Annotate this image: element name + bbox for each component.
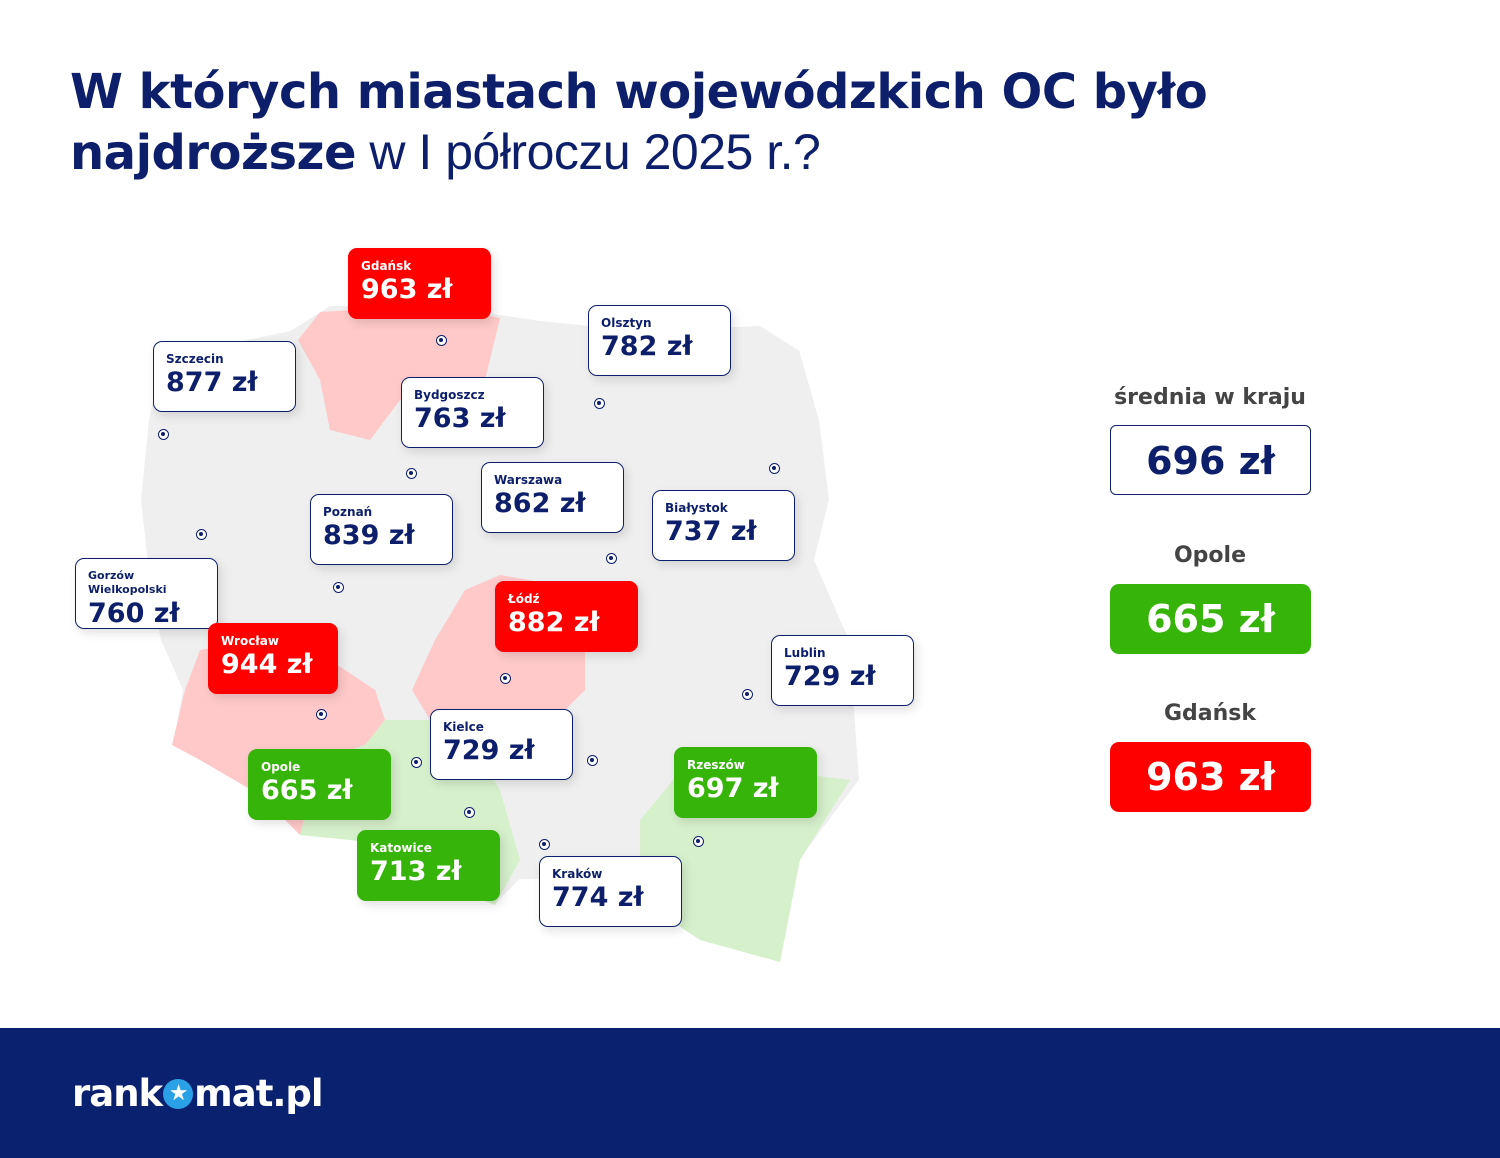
- city-name: Białystok: [665, 501, 728, 515]
- location-dot-icon: [606, 553, 617, 564]
- location-dot-icon: [769, 463, 780, 474]
- city-price: 729 zł: [784, 661, 876, 692]
- city-name: Bydgoszcz: [414, 388, 485, 402]
- city-price: 944 zł: [221, 649, 313, 680]
- city-name: Szczecin: [166, 352, 224, 366]
- city-name: Gdańsk: [361, 259, 412, 273]
- callout-bialystok: Białystok 737 zł: [652, 490, 795, 561]
- city-name: Lublin: [784, 646, 826, 660]
- callout-lublin: Lublin 729 zł: [771, 635, 914, 706]
- location-dot-icon: [464, 807, 475, 818]
- callout-katowice: Katowice 713 zł: [357, 830, 500, 901]
- callout-kielce: Kielce 729 zł: [430, 709, 573, 780]
- location-dot-icon: [406, 468, 417, 479]
- city-name: Opole: [261, 760, 301, 774]
- callout-opole: Opole 665 zł: [248, 749, 391, 820]
- callout-wroclaw: Wrocław 944 zł: [208, 623, 338, 694]
- city-price: 713 zł: [370, 856, 462, 887]
- city-price: 877 zł: [166, 367, 258, 398]
- city-name: Olsztyn: [601, 316, 652, 330]
- callout-olsztyn: Olsztyn 782 zł: [588, 305, 731, 376]
- city-name: Kielce: [443, 720, 484, 734]
- callout-rzeszow: Rzeszów 697 zł: [674, 747, 817, 818]
- average-value: 696 zł: [1110, 425, 1311, 495]
- city-price: 737 zł: [665, 516, 757, 547]
- location-dot-icon: [436, 335, 447, 346]
- city-price: 729 zł: [443, 735, 535, 766]
- location-dot-icon: [500, 673, 511, 684]
- city-name: Kraków: [552, 867, 603, 881]
- callout-gdansk: Gdańsk 963 zł: [348, 248, 491, 319]
- city-name: Warszawa: [494, 473, 563, 487]
- logo-text-left: rank: [72, 1072, 163, 1115]
- location-dot-icon: [693, 836, 704, 847]
- callout-bydgoszcz: Bydgoszcz 763 zł: [401, 377, 544, 448]
- callout-lodz: Łódź 882 zł: [495, 581, 638, 652]
- callout-warszawa: Warszawa 862 zł: [481, 462, 624, 533]
- callout-gorzow: Gorzów Wielkopolski 760 zł: [75, 558, 218, 629]
- city-price: 839 zł: [323, 520, 415, 551]
- location-dot-icon: [158, 429, 169, 440]
- city-name: Katowice: [370, 841, 432, 855]
- location-dot-icon: [539, 839, 550, 850]
- city-price: 763 zł: [414, 403, 506, 434]
- logo-text-right: mat.pl: [194, 1072, 323, 1115]
- city-price: 774 zł: [552, 882, 644, 913]
- lowest-value: 665 zł: [1110, 584, 1311, 654]
- region-pomorskie: [298, 305, 500, 440]
- callout-krakow: Kraków 774 zł: [539, 856, 682, 927]
- callout-szczecin: Szczecin 877 zł: [153, 341, 296, 412]
- title-bold: najdroższe: [70, 125, 357, 181]
- city-name: Gorzów Wielkopolski: [88, 569, 167, 596]
- city-price: 665 zł: [261, 775, 353, 806]
- location-dot-icon: [316, 709, 327, 720]
- highest-value: 963 zł: [1110, 742, 1311, 812]
- rankomat-logo: rank mat.pl: [72, 1072, 324, 1115]
- average-label: średnia w kraju: [1114, 385, 1306, 410]
- title-line-1: W których miastach wojewódzkich OC było: [70, 64, 1208, 120]
- location-dot-icon: [594, 398, 605, 409]
- location-dot-icon: [742, 689, 753, 700]
- title-light: w I półroczu 2025 r.?: [356, 124, 821, 180]
- city-price: 760 zł: [88, 598, 180, 629]
- city-price: 862 zł: [494, 488, 586, 519]
- city-name: Łódź: [508, 592, 540, 606]
- lowest-label: Opole: [1173, 543, 1247, 568]
- city-price: 697 zł: [687, 773, 779, 804]
- star-icon: [163, 1078, 194, 1109]
- location-dot-icon: [411, 757, 422, 768]
- callout-poznan: Poznań 839 zł: [310, 494, 453, 565]
- city-name: Wrocław: [221, 634, 279, 648]
- footer: rank mat.pl: [0, 1028, 1500, 1158]
- location-dot-icon: [196, 529, 207, 540]
- city-name: Poznań: [323, 505, 373, 519]
- highest-label: Gdańsk: [1163, 701, 1257, 726]
- location-dot-icon: [587, 755, 598, 766]
- city-price: 963 zł: [361, 274, 453, 305]
- location-dot-icon: [333, 582, 344, 593]
- page-title: W których miastach wojewódzkich OC było …: [70, 62, 1208, 183]
- city-price: 782 zł: [601, 331, 693, 362]
- city-price: 882 zł: [508, 607, 600, 638]
- city-name: Rzeszów: [687, 758, 745, 772]
